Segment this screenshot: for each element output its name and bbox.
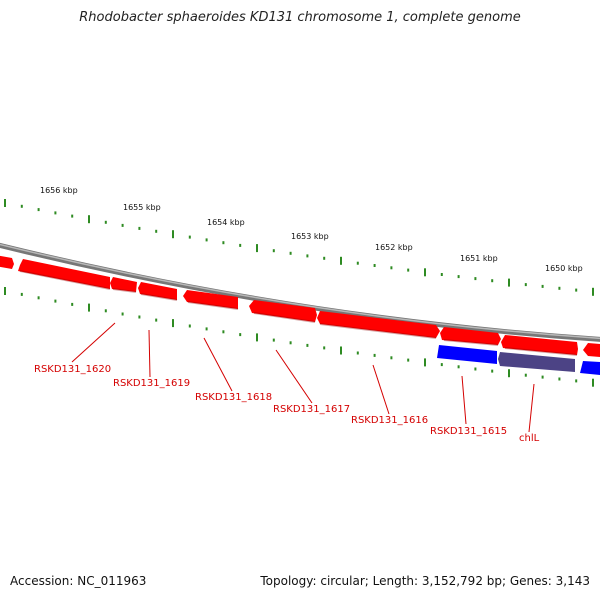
kbp-label: 1654 kbp <box>207 218 245 227</box>
kbp-label-group: 1656 kbp 1655 kbp 1654 kbp 1653 kbp 1652… <box>40 186 583 273</box>
gene-label[interactable]: RSKD131_1619 <box>113 378 190 389</box>
gene-arrow[interactable] <box>580 361 600 375</box>
gene-shading <box>19 270 578 356</box>
gene-label[interactable]: RSKD131_1618 <box>195 392 272 403</box>
gene-arrow[interactable] <box>0 255 14 269</box>
genome-backbone <box>0 242 600 342</box>
kbp-label: 1656 kbp <box>40 186 78 195</box>
gene-label[interactable]: RSKD131_1620 <box>34 364 111 375</box>
gene-arrow[interactable] <box>110 277 137 292</box>
kbp-label: 1651 kbp <box>460 254 498 263</box>
gene-arrow[interactable] <box>317 311 440 338</box>
gene-label[interactable]: chlL <box>519 433 540 444</box>
map-title: Rhodobacter sphaeroides KD131 chromosome… <box>79 10 521 25</box>
gene-arrow[interactable] <box>437 345 497 364</box>
kbp-label: 1655 kbp <box>123 203 161 212</box>
gene-arrow-chll[interactable] <box>498 352 575 372</box>
forward-strand-genes <box>0 255 600 357</box>
gene-label[interactable]: RSKD131_1616 <box>351 415 428 426</box>
gene-arrow[interactable] <box>183 290 238 309</box>
gene-arrow[interactable] <box>138 282 177 300</box>
gene-arrow[interactable] <box>583 343 600 357</box>
gene-label[interactable]: RSKD131_1615 <box>430 426 507 437</box>
inner-tick-ring <box>4 287 594 387</box>
kbp-label: 1650 kbp <box>545 264 583 273</box>
gene-arrow[interactable] <box>501 335 578 355</box>
gene-label-connectors <box>71 322 535 433</box>
reverse-strand-genes <box>437 345 600 375</box>
gene-label[interactable]: RSKD131_1617 <box>273 404 350 415</box>
outer-tick-ring <box>4 199 594 296</box>
gene-labels: RSKD131_1620 RSKD131_1619 RSKD131_1618 R… <box>34 364 540 444</box>
kbp-label: 1653 kbp <box>291 232 329 241</box>
genome-backbone-highlight <box>0 243 600 340</box>
gene-arrow[interactable] <box>249 300 317 322</box>
accession-text: Accession: NC_011963 <box>10 574 147 588</box>
gene-arrow[interactable] <box>440 327 501 345</box>
genome-summary-text: Topology: circular; Length: 3,152,792 bp… <box>260 574 590 588</box>
kbp-label: 1652 kbp <box>375 243 413 252</box>
gene-arrow[interactable] <box>18 259 110 289</box>
